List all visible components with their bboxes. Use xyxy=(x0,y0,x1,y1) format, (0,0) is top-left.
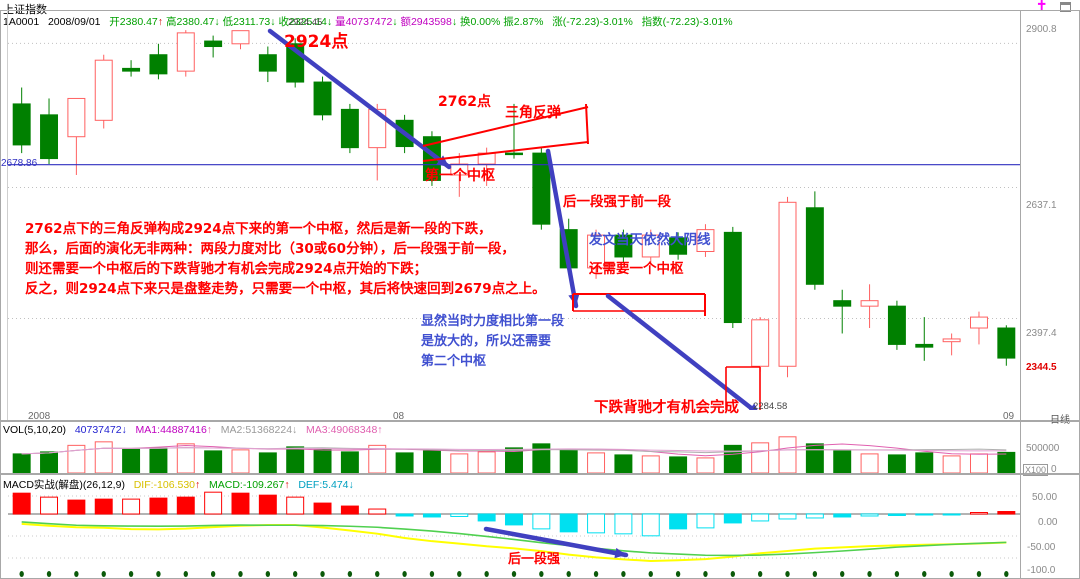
volume-axis-divider xyxy=(1020,421,1021,474)
paragraph-line-3: 则还需要一个中枢后的下跌背驰才有机会完成2924点开始的下跌； xyxy=(25,261,428,277)
macd-tick-0: 50.00 xyxy=(1032,492,1058,503)
crosshair-cursor-icon: ╋ xyxy=(1038,0,1046,11)
macd-def: 5.474 xyxy=(322,479,349,491)
macd-title-text: MACD实战(解盘)(26,12,9) xyxy=(3,479,125,491)
vol-title-text: VOL(5,10,20) xyxy=(3,424,67,436)
label-divergence-complete: 下跌背驰才有机会完成 xyxy=(594,400,739,416)
label-strength-line1: 显然当时力度相比第一段 xyxy=(421,314,565,329)
paragraph-line-1: 2762点下的三角反弹构成2924点下来的第一个中枢，然后是新一段的下跌， xyxy=(25,221,492,237)
vol-ma1-arrow: ↑ xyxy=(206,424,213,436)
macd-tick-2: -50.00 xyxy=(1027,542,1056,553)
open-label: 开 xyxy=(109,16,120,28)
amplitude-value: 2.87% xyxy=(513,16,544,28)
index-change-value: (-72.23)-3.01% xyxy=(662,16,733,28)
minimize-icon[interactable] xyxy=(1060,2,1071,12)
macd-macd: -109.267 xyxy=(242,479,285,491)
turnover-value: 0.00% xyxy=(470,16,501,28)
amplitude-label: 振 xyxy=(503,16,514,28)
close-label: 收 xyxy=(278,16,289,28)
macd-macd-arrow: ↑ xyxy=(284,479,290,491)
high-value: 2380.47 xyxy=(176,16,215,28)
quote-code: 1A0001 xyxy=(3,16,40,28)
volume-chart[interactable] xyxy=(8,435,1020,473)
amount-value: 2943598 xyxy=(410,16,452,28)
label-latter-stronger: 后一段强于前一段 xyxy=(563,194,671,210)
vol-arrow: ↓ xyxy=(121,424,127,436)
date-tick-2: 09 xyxy=(1003,411,1015,422)
vol-ma2: 51368224 xyxy=(245,424,293,436)
label-strength-line2: 是放大的，所以还需要 xyxy=(421,334,552,349)
volume-scale-badge: X100 xyxy=(1023,464,1049,476)
volume-tick-0: 500000 xyxy=(1026,443,1060,454)
paragraph-line-2: 那么，后面的演化无非两种：两段力度对比（30或60分钟），后一段强于前一段， xyxy=(25,241,515,257)
price-tick-0: 2900.8 xyxy=(1026,24,1057,35)
vol-value: 40737472 xyxy=(74,424,122,436)
low-label: 低 xyxy=(222,16,234,28)
high-label: 高 xyxy=(165,16,177,28)
vol-ma1: 44887416 xyxy=(160,424,207,436)
macd-indicator-title: MACD实战(解盘)(26,12,9) DIF:-106.530↑ MACD:-… xyxy=(3,477,354,492)
amount-label: 额 xyxy=(400,16,411,28)
date-tick-1: 08 xyxy=(393,411,405,422)
low-value: 2311.73 xyxy=(233,16,271,28)
volume-indicator-title: VOL(5,10,20) 40737472↓ MA1:44887416↑ MA2… xyxy=(3,424,383,436)
vol-ma3-arrow: ↑ xyxy=(377,424,383,436)
vol-ma2-arrow: ↓ xyxy=(292,424,298,436)
vol-ma1-label: MA1: xyxy=(135,424,161,436)
macd-def-arrow: ↓ xyxy=(348,479,354,491)
candlestick-chart[interactable] xyxy=(8,11,1020,410)
vol-ma3: 49068348 xyxy=(330,424,378,436)
price-left-gutter xyxy=(7,10,8,421)
date-axis-divider xyxy=(0,420,1080,421)
paragraph-line-4: 反之，则2924点下来只是盘整走势，只需要一个中枢，其后将快速回到2679点之上… xyxy=(25,281,546,297)
support-level-label: 2678.86 xyxy=(1,158,38,169)
quote-date: 2008/09/01 xyxy=(47,16,101,28)
turnover-label: 换 xyxy=(460,16,471,28)
macd-tick-1: 0.00 xyxy=(1038,517,1058,528)
price-tick-highlight: 2344.5 xyxy=(1026,362,1057,373)
vol-ma3-label: MA3: xyxy=(306,424,331,436)
period-label: 日线 xyxy=(1050,415,1070,426)
quote-bar: 1A0001 2008/09/01 开2380.47↑ 高2380.47↓ 低2… xyxy=(3,16,733,28)
label-2924: 2924点 xyxy=(284,32,349,52)
close-value: 2325.14 xyxy=(288,16,327,28)
low-price-tag: 2284.58 xyxy=(753,401,788,412)
price-tick-2: 2397.4 xyxy=(1026,328,1057,339)
date-tick-0: 2008 xyxy=(28,411,51,422)
macd-tick-3: -100.0 xyxy=(1027,565,1056,576)
volume-tick-1: 0 xyxy=(1051,464,1057,475)
label-post-day-bear: 发文当天依然大阴线 xyxy=(589,232,711,248)
macd-def-label: DEF: xyxy=(298,479,323,491)
macd-macd-label: MACD: xyxy=(209,479,243,491)
open-value: 2380.47 xyxy=(119,16,158,28)
label-first-center: 第一个中枢 xyxy=(425,168,495,184)
label-need-one-more-center: 还需要一个中枢 xyxy=(589,261,684,277)
vol-ma2-label: MA2: xyxy=(220,424,246,436)
change-label: 涨 xyxy=(552,16,563,28)
label-2762: 2762点 xyxy=(438,94,491,110)
macd-axis-divider xyxy=(1020,474,1021,579)
change-value: (-72.23)-3.01% xyxy=(562,16,633,28)
macd-dif: -106.530 xyxy=(153,479,195,491)
index-change-label: 指数 xyxy=(641,16,663,28)
peak-price-tag: 2924.45 xyxy=(288,17,323,28)
label-triangle-rebound: 三角反弹 xyxy=(505,105,561,121)
vol-value: 40737472 xyxy=(345,16,393,28)
label-strength-line3: 第二个中枢 xyxy=(421,354,487,369)
macd-dif-arrow: ↑ xyxy=(195,479,201,491)
price-tick-1: 2637.1 xyxy=(1026,200,1057,211)
label-latter-strong: 后一段强 xyxy=(508,552,561,567)
vol-label: 量 xyxy=(335,16,346,28)
price-axis-divider xyxy=(1020,10,1021,421)
macd-chart[interactable] xyxy=(8,488,1020,578)
macd-dif-label: DIF: xyxy=(133,479,154,491)
